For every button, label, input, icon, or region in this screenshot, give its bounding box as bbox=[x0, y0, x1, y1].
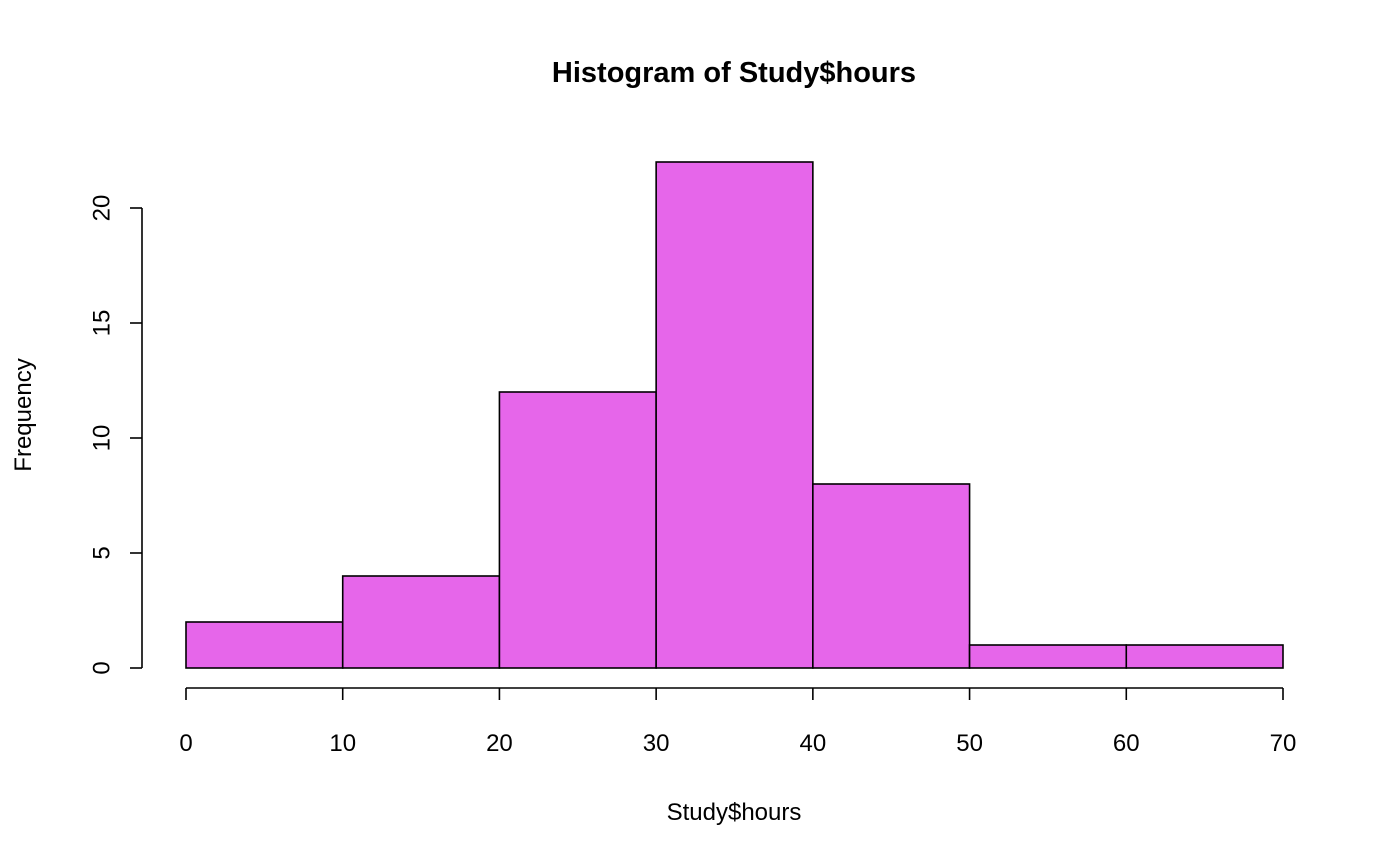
histogram-bar-5 bbox=[968, 644, 1128, 669]
histogram-bar-1 bbox=[341, 575, 501, 669]
histogram-bar-6 bbox=[1125, 644, 1284, 669]
y-tick-label-2: 10 bbox=[88, 425, 115, 452]
x-tick-label-3: 30 bbox=[643, 730, 670, 757]
x-axis-label: Study$hours bbox=[667, 799, 802, 826]
y-tick-label-3: 15 bbox=[88, 310, 115, 337]
histogram-bar-3 bbox=[655, 161, 814, 669]
y-tick-label-1: 5 bbox=[88, 546, 115, 559]
histogram-bar-2 bbox=[498, 391, 657, 669]
y-tick-label-0: 0 bbox=[88, 661, 115, 674]
x-tick-label-5: 50 bbox=[956, 730, 983, 757]
chart-title: Histogram of Study$hours bbox=[552, 57, 916, 89]
y-axis-label: Frequency bbox=[10, 358, 37, 471]
y-axis: 0 5 10 15 20 bbox=[88, 195, 143, 675]
histogram-bar-0 bbox=[185, 621, 344, 669]
bars-group bbox=[185, 161, 1284, 669]
histogram-bar-4 bbox=[812, 483, 971, 669]
x-tick-label-2: 20 bbox=[486, 730, 513, 757]
x-tick-label-7: 70 bbox=[1270, 730, 1297, 757]
x-tick-label-0: 0 bbox=[179, 730, 192, 757]
x-axis: 0 10 20 30 40 50 60 70 bbox=[179, 687, 1297, 757]
x-tick-label-1: 10 bbox=[329, 730, 356, 757]
x-tick-label-4: 40 bbox=[800, 730, 827, 757]
y-tick-label-4: 20 bbox=[88, 195, 115, 222]
x-tick-label-6: 60 bbox=[1113, 730, 1140, 757]
